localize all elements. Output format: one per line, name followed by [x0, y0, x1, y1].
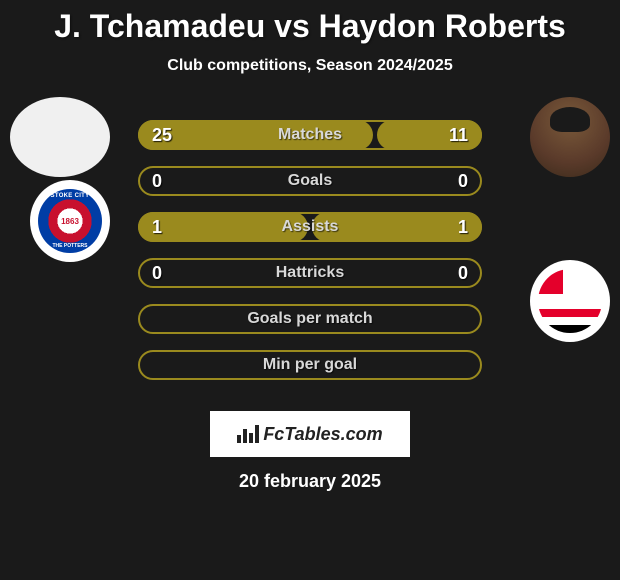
stat-bar: Goals per match — [138, 304, 482, 334]
stoke-city-crest-icon: 1863 — [38, 189, 102, 253]
comparison-panel: 1863 Matches2511Goals00Assists11Hattrick… — [0, 105, 620, 405]
stat-value-left: 0 — [152, 263, 162, 284]
stat-value-left: 25 — [152, 125, 172, 146]
stat-value-right: 0 — [458, 263, 468, 284]
stat-value-left: 0 — [152, 171, 162, 192]
stat-bar: Hattricks 0 0 — [138, 258, 482, 288]
stat-bar: Min per goal — [138, 350, 482, 380]
club-badge-left: 1863 — [30, 180, 110, 262]
stat-bar: Matches 25 11 — [138, 120, 482, 150]
stat-label: Goals — [288, 172, 332, 190]
stat-label: Min per goal — [263, 356, 357, 374]
player-photo-right — [530, 97, 610, 177]
stat-value-right: 1 — [458, 217, 468, 238]
footer-brand-text: FcTables.com — [263, 424, 382, 445]
stat-bar: Goals 0 0 — [138, 166, 482, 196]
page-title: J. Tchamadeu vs Haydon Roberts — [0, 0, 620, 45]
bristol-city-crest-icon — [538, 269, 602, 333]
bar-chart-icon — [237, 425, 259, 443]
stat-label: Goals per match — [247, 310, 372, 328]
stat-bar: Assists 1 1 — [138, 212, 482, 242]
stat-value-right: 0 — [458, 171, 468, 192]
stat-label: Assists — [282, 218, 339, 236]
stat-value-right: 11 — [449, 125, 468, 146]
snapshot-date: 20 february 2025 — [0, 471, 620, 492]
stat-label: Matches — [278, 126, 342, 144]
stat-bars: Matches2511Goals00Assists11Hattricks00Go… — [138, 120, 482, 396]
stat-label: Hattricks — [276, 264, 344, 282]
stat-value-left: 1 — [152, 217, 162, 238]
player-photo-left — [10, 97, 110, 177]
footer-brand: FcTables.com — [210, 411, 410, 457]
page-subtitle: Club competitions, Season 2024/2025 — [0, 57, 620, 75]
club-badge-right — [530, 260, 610, 342]
